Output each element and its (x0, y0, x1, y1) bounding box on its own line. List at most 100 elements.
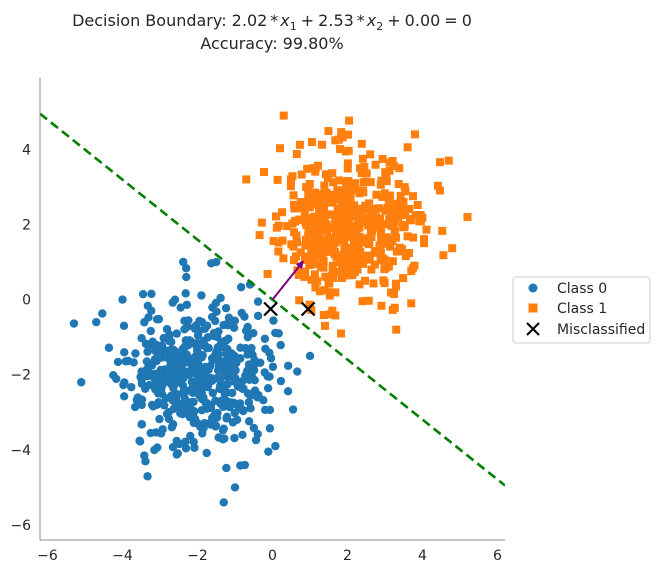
class1-point (319, 236, 328, 245)
class1-point (388, 305, 397, 314)
class1-point (338, 209, 347, 218)
class1-point (288, 172, 297, 181)
class0-point (204, 343, 213, 353)
class1-point (357, 169, 366, 178)
class1-point (354, 244, 363, 253)
class0-point (209, 329, 219, 338)
class1-point (376, 228, 385, 237)
class0-point (293, 367, 302, 376)
class1-point (349, 221, 358, 230)
class1-point (410, 261, 419, 270)
class0-point (143, 347, 152, 356)
class1-point (380, 255, 389, 264)
class1-point (359, 178, 368, 187)
eq-plus-2: + (387, 11, 400, 30)
class1-point (422, 225, 431, 234)
class0-point (227, 399, 236, 408)
class1-point (302, 252, 311, 261)
class0-point (180, 325, 189, 334)
class0-point (213, 353, 222, 363)
class1-point (333, 204, 342, 213)
class0-point (222, 336, 231, 345)
class1-point (324, 127, 333, 136)
class0-point (305, 351, 315, 361)
class0-point (179, 257, 188, 267)
class0-point (194, 341, 203, 350)
x-tick-label: 4 (418, 548, 427, 564)
class1-point (331, 228, 340, 237)
class1-point (366, 178, 375, 187)
class0-point (230, 483, 240, 492)
class0-point (169, 404, 178, 414)
class1-point (395, 243, 404, 252)
class1-point (325, 279, 334, 288)
class1-point (376, 248, 385, 257)
class1-point (387, 288, 396, 297)
class0-point (121, 357, 131, 366)
class1-point (365, 238, 374, 247)
class1-point (344, 225, 353, 234)
class1-point (273, 175, 282, 184)
class0-point (158, 425, 167, 434)
class1-point (299, 199, 308, 208)
class1-point (337, 329, 346, 338)
x-tick-label: −6 (37, 548, 58, 564)
class1-point (279, 254, 288, 263)
class1-point (438, 226, 447, 235)
class1-point (392, 279, 401, 288)
class1-point (387, 221, 396, 230)
class0-point (169, 383, 178, 393)
class1-point (343, 159, 352, 168)
class0-point (212, 307, 221, 316)
class1-point (274, 221, 283, 230)
class1-point (406, 216, 415, 225)
class0-point (227, 388, 237, 398)
class1-point (394, 211, 403, 220)
class0-point (220, 389, 229, 399)
class1-point (358, 297, 367, 306)
class1-point (324, 210, 333, 219)
chart-title-line1: Decision Boundary: 2.02 * x1 +2.53 * x2 +0.00 =… (72, 11, 472, 33)
class1-point (305, 179, 314, 188)
class1-point (297, 170, 306, 179)
class1-point (346, 212, 355, 221)
class1-point (339, 216, 348, 225)
class1-point (305, 300, 314, 309)
class1-point (388, 237, 397, 246)
data-points-layer (69, 111, 472, 507)
class0-point (181, 289, 190, 298)
class1-point (407, 299, 416, 308)
class1-point (336, 145, 345, 154)
class1-point (350, 201, 359, 210)
class0-point (215, 360, 224, 370)
class1-point (269, 237, 278, 246)
decision-boundary-line (40, 112, 505, 487)
class0-point (211, 298, 221, 308)
class1-point (386, 191, 395, 200)
class0-point (253, 297, 263, 306)
class1-point (314, 195, 323, 204)
class1-point (331, 136, 340, 145)
class1-point (283, 222, 292, 231)
class0-point (92, 317, 101, 327)
class0-point (162, 409, 172, 419)
class1-point (392, 203, 401, 212)
class1-point (328, 306, 337, 315)
class0-point (168, 442, 178, 452)
class0-point (251, 435, 261, 445)
class1-point (378, 155, 387, 164)
class1-point (405, 204, 414, 213)
class0-point (264, 447, 273, 456)
class1-point (342, 259, 351, 268)
eq-w1: 2.02 (232, 11, 268, 30)
class1-point (344, 130, 353, 139)
class1-point (367, 233, 376, 242)
class1-point (324, 198, 333, 207)
class1-point (292, 252, 301, 261)
class1-point (278, 236, 287, 245)
weight-vector-arrow (271, 260, 304, 301)
class1-point (361, 201, 370, 210)
class0-point (143, 340, 152, 349)
class0-point (243, 322, 252, 332)
